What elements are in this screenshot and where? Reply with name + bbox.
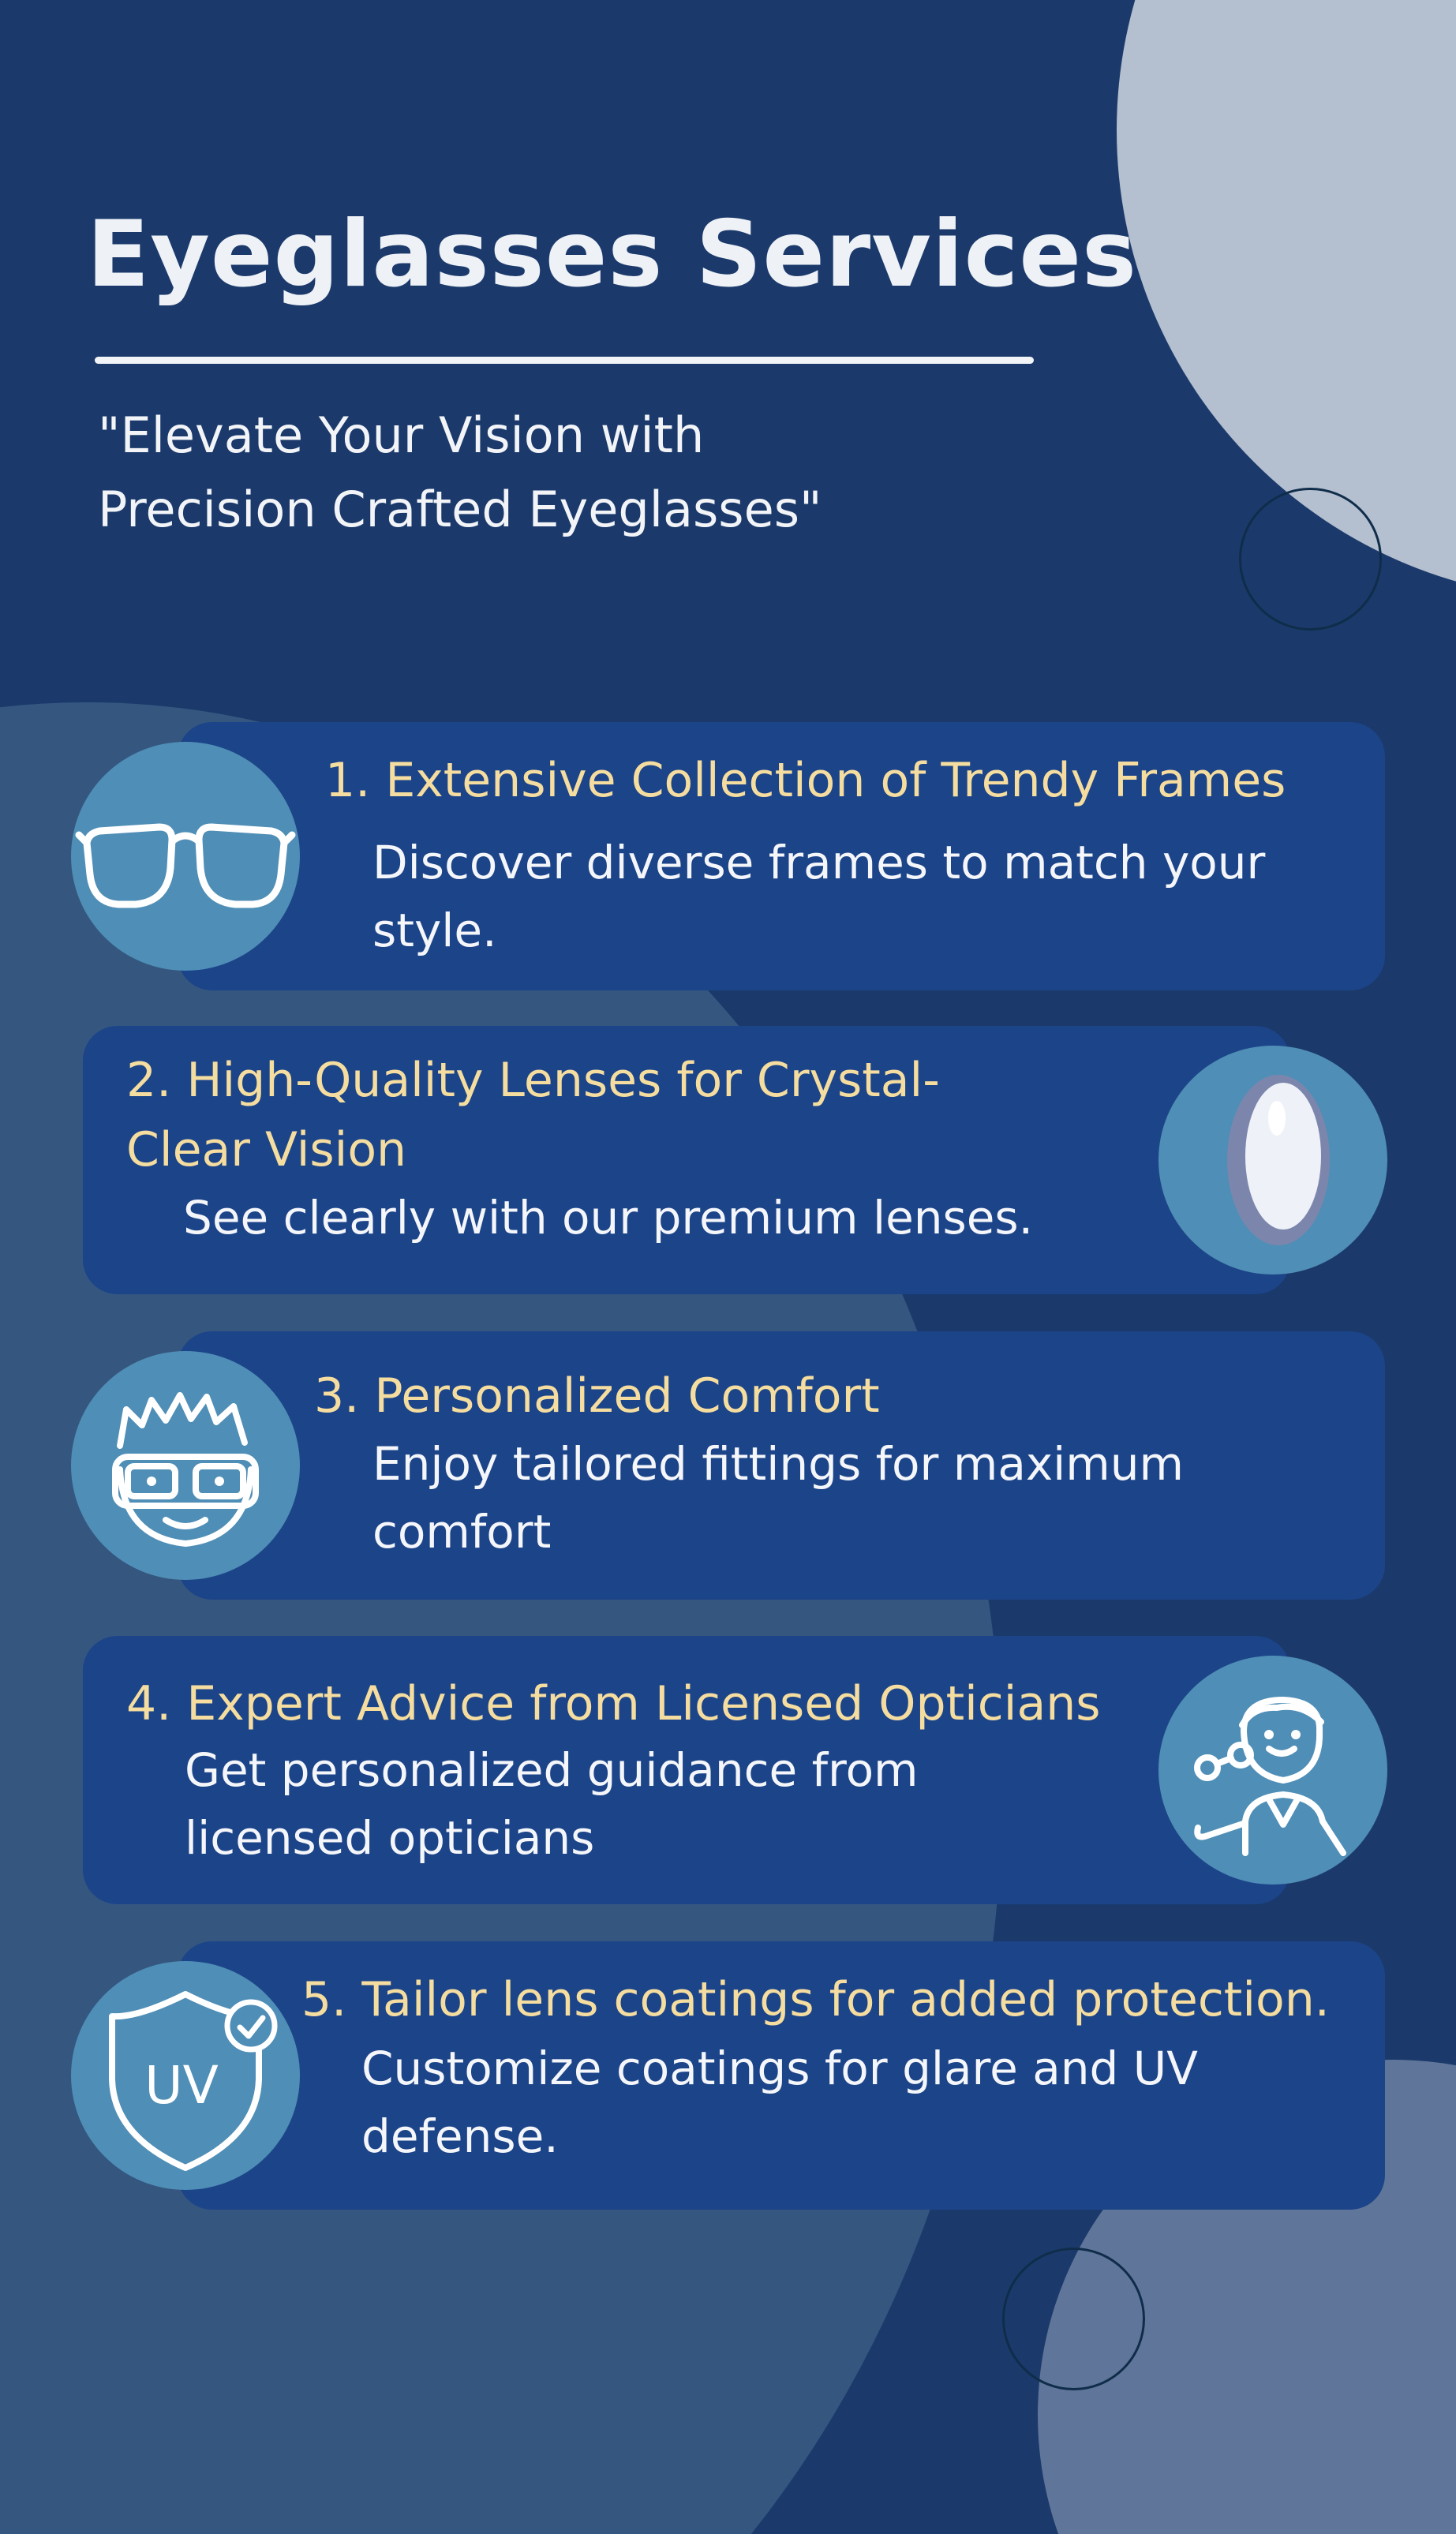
decorative-ring-top <box>1239 488 1382 631</box>
service-number: 1. <box>325 753 371 808</box>
service-number: 3. <box>314 1368 360 1424</box>
service-title: Extensive Collection of Trendy Frames <box>385 753 1286 808</box>
uv-shield-icon: UV <box>71 1961 300 2190</box>
uv-label: UV <box>144 2055 218 2116</box>
service-heading: 2. High-Quality Lenses for Crystal-Clear… <box>126 1046 994 1185</box>
service-title: Expert Advice from Licensed Opticians <box>186 1676 1101 1731</box>
decorative-ring-bottom <box>1002 2248 1145 2390</box>
lens-icon <box>1158 1046 1387 1274</box>
service-title: Tailor lens coatings for added protectio… <box>361 1972 1330 2027</box>
service-heading: 1. Extensive Collection of Trendy Frames <box>325 746 1286 815</box>
service-heading: 4. Expert Advice from Licensed Opticians <box>126 1669 1101 1739</box>
card-background <box>83 1026 1290 1294</box>
service-title: High-Quality Lenses for Crystal-Clear Vi… <box>126 1053 940 1177</box>
page-title: Eyeglasses Services <box>87 201 1138 308</box>
card-background <box>178 1331 1385 1600</box>
service-heading: 5. Tailor lens coatings for added protec… <box>301 1965 1330 2034</box>
service-description: See clearly with our premium lenses. <box>183 1191 1034 1245</box>
title-divider <box>95 357 1034 364</box>
service-description: Customize coatings for glare and UV defe… <box>361 2042 1198 2163</box>
service-number: 4. <box>126 1676 172 1731</box>
service-number: 2. <box>126 1053 172 1108</box>
service-description: Enjoy tailored fittings for maximum comf… <box>372 1437 1185 1559</box>
card-background <box>178 722 1385 990</box>
optician-icon <box>1158 1656 1387 1885</box>
page-subtitle: "Elevate Your Vision with Precision Craf… <box>98 406 822 538</box>
service-description: Get personalized guidance from licensed … <box>185 1743 919 1865</box>
card-background <box>178 1941 1385 2210</box>
service-description: Discover diverse frames to match your st… <box>372 836 1266 957</box>
card-background <box>83 1636 1290 1904</box>
service-title: Personalized Comfort <box>374 1368 880 1424</box>
service-heading: 3. Personalized Comfort <box>314 1361 880 1431</box>
eyeglasses-icon <box>71 742 300 971</box>
service-number: 5. <box>301 1972 347 2027</box>
boy-with-glasses-icon <box>71 1351 300 1580</box>
